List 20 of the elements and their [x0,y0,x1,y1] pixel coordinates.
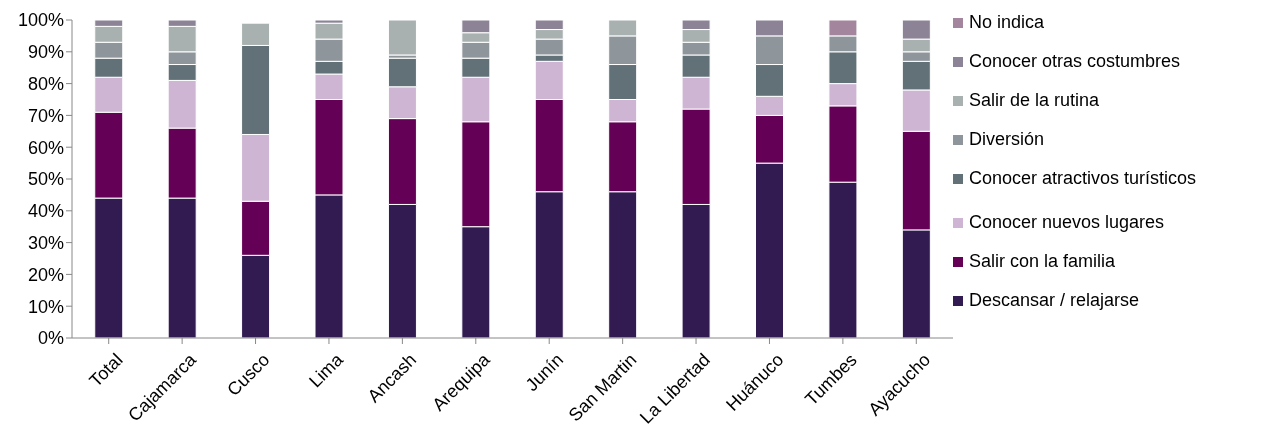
legend-label: Conocer atractivos turísticos [969,168,1198,189]
legend-label: Descansar / relajarse [969,290,1141,311]
y-tick-label: 70% [27,105,64,126]
legend-label: No indica [969,12,1046,33]
y-tick-label: 0% [37,328,64,349]
y-tick-label: 100% [17,10,64,31]
y-tick-label: 80% [27,73,64,94]
y-tick-label: 60% [27,137,64,158]
legend-label: Salir de la rutina [969,90,1101,111]
y-tick-label: 10% [27,296,64,317]
legend-label: Conocer nuevos lugares [969,212,1166,233]
y-tick-label: 50% [27,169,64,190]
legend-label: Diversión [969,129,1046,150]
y-tick-label: 90% [27,42,64,63]
legend-label: Conocer otras costumbres [969,51,1182,72]
legend-label: Salir con la familia [969,251,1117,272]
bar [387,20,417,56]
y-tick-label: 30% [27,232,64,253]
y-tick-label: 20% [27,264,64,285]
y-tick-label: 40% [27,201,64,222]
